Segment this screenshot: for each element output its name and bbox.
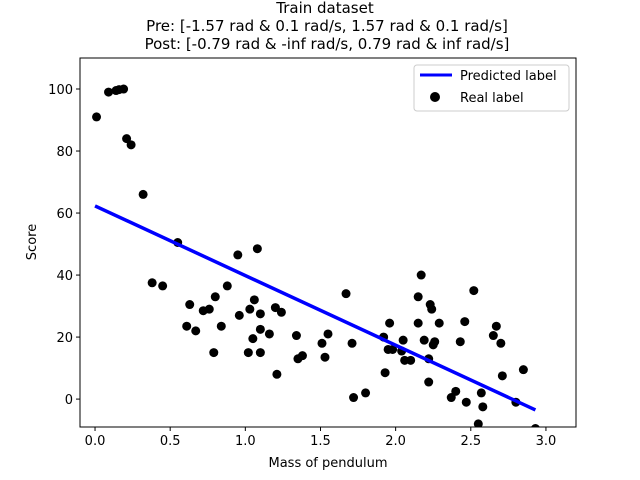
real-label-point-22	[234, 310, 244, 320]
real-label-point-38	[317, 338, 327, 348]
real-label-point-44	[361, 388, 371, 398]
real-label-point-14	[191, 326, 201, 336]
x-tick-label-4: 2.0	[385, 434, 406, 449]
y-tick-label-5: 100	[48, 83, 73, 98]
real-label-point-2	[104, 87, 114, 97]
x-axis-label: Mass of pendulum	[268, 456, 387, 471]
real-label-point-25	[248, 334, 258, 344]
real-label-point-30	[255, 324, 265, 334]
real-label-point-40	[323, 329, 333, 339]
legend: Predicted label Real label	[413, 64, 570, 112]
real-label-point-61	[427, 304, 437, 314]
real-label-point-17	[209, 348, 219, 358]
real-label-point-9	[147, 278, 157, 288]
real-label-point-18	[210, 292, 220, 302]
x-tick-label-5: 2.5	[460, 434, 481, 449]
real-label-point-55	[413, 292, 423, 302]
real-label-point-10	[158, 281, 168, 291]
plot-area-marks	[92, 84, 540, 427]
real-label-point-74	[488, 331, 498, 341]
real-label-point-20	[222, 281, 232, 291]
y-tick-label-4: 80	[56, 145, 73, 160]
real-label-point-71	[473, 419, 483, 427]
real-label-point-37	[297, 351, 307, 361]
real-label-point-64	[434, 318, 444, 328]
real-label-point-54	[413, 318, 423, 328]
real-label-point-65	[446, 393, 456, 403]
real-label-point-56	[416, 270, 426, 280]
plot-frame	[79, 57, 577, 428]
real-label-point-23	[243, 348, 253, 358]
real-label-point-51	[398, 335, 408, 345]
y-tick-label-1: 20	[56, 331, 73, 346]
real-label-point-12	[182, 321, 192, 331]
real-label-point-63	[430, 337, 440, 347]
real-label-point-21	[233, 250, 243, 260]
real-label-point-33	[272, 369, 282, 379]
real-label-point-41	[341, 289, 351, 299]
legend-label-real: Real label	[460, 91, 524, 106]
x-tick-label-6: 3.0	[536, 434, 557, 449]
real-label-point-68	[460, 317, 470, 327]
real-label-point-7	[126, 140, 136, 150]
real-label-point-8	[138, 189, 148, 199]
real-label-point-80	[531, 424, 540, 427]
real-label-point-75	[491, 321, 501, 331]
real-label-point-72	[476, 388, 486, 398]
real-label-point-59	[424, 377, 434, 387]
real-label-point-13	[185, 300, 195, 310]
real-label-point-26	[249, 295, 259, 305]
legend-label-predicted: Predicted label	[460, 69, 557, 84]
real-label-point-6	[122, 134, 132, 144]
x-tick-label-0: 0.0	[85, 434, 106, 449]
x-tick-label-3: 1.5	[310, 434, 331, 449]
y-tick-label-0: 0	[65, 393, 73, 408]
x-tick-label-2: 1.0	[235, 434, 256, 449]
real-label-point-34	[276, 307, 286, 317]
real-label-point-66	[451, 386, 461, 396]
real-label-point-43	[349, 393, 359, 403]
chart-title-line-2: Pre: [-1.57 rad & 0.1 rad/s, 1.57 rad & …	[146, 17, 508, 35]
y-tick-label-2: 40	[56, 269, 73, 284]
real-label-point-35	[291, 331, 301, 341]
real-label-point-42	[347, 338, 357, 348]
real-label-point-53	[406, 355, 416, 365]
real-label-point-48	[385, 318, 395, 328]
real-label-point-70	[469, 286, 479, 296]
real-label-point-46	[380, 368, 390, 378]
real-label-point-73	[478, 402, 488, 412]
real-label-point-24	[245, 304, 255, 314]
real-label-point-1	[92, 112, 102, 122]
legend-marker-swatch	[430, 92, 440, 102]
chart-title-line-3: Post: [-0.79 rad & -inf rad/s, 0.79 rad …	[145, 35, 510, 53]
real-label-point-39	[320, 352, 330, 362]
real-label-point-76	[496, 338, 506, 348]
real-label-point-29	[255, 348, 265, 358]
chart-title-line-1: Train dataset	[275, 0, 374, 17]
real-label-point-79	[518, 365, 528, 375]
real-label-point-27	[252, 244, 262, 254]
real-label-point-31	[264, 329, 274, 339]
predicted-label-line	[94, 204, 537, 412]
real-label-point-5	[119, 84, 129, 94]
real-label-point-67	[455, 337, 465, 347]
axes: 0.0 0.5 1.0 1.5 2.0 2.5 3.0 0 20 40 60 80 100	[48, 57, 577, 449]
real-label-point-19	[216, 321, 226, 331]
real-label-point-57	[419, 335, 429, 345]
real-label-point-49	[388, 344, 398, 354]
real-label-point-28	[255, 309, 265, 319]
legend-box	[413, 64, 570, 112]
x-tick-label-1: 0.5	[160, 434, 181, 449]
real-label-point-69	[461, 397, 471, 407]
real-label-point-77	[497, 371, 507, 381]
y-tick-label-3: 60	[56, 207, 73, 222]
real-label-point-16	[204, 304, 214, 314]
y-axis-label: Score	[25, 224, 40, 260]
